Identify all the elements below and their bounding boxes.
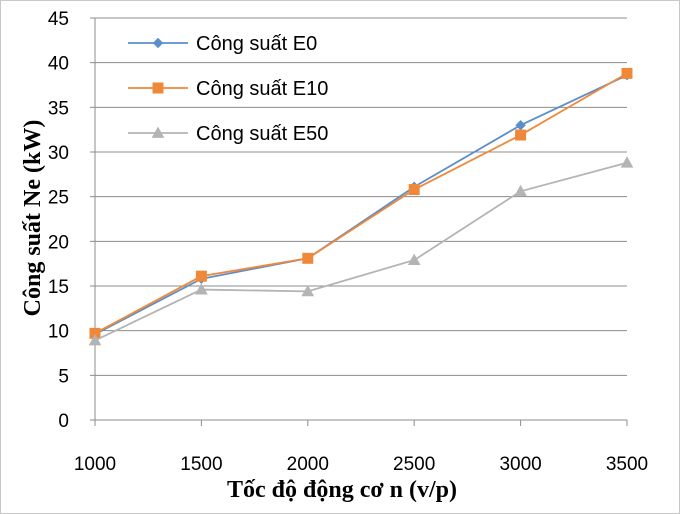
series-line (94, 161, 628, 342)
x-tick-label: 1500 (180, 454, 222, 475)
series-line (94, 72, 628, 335)
y-tick-label: 25 (48, 188, 69, 209)
x-tick-label: 1000 (74, 454, 116, 475)
data-point (514, 184, 527, 197)
legend-marker (152, 82, 164, 94)
data-point (302, 252, 314, 264)
legend-label: Công suất E0 (196, 33, 317, 55)
series-1 (89, 67, 633, 339)
y-tick-label: 35 (48, 98, 69, 119)
legend: Công suất E0 Công suất E10 Công suất E50 (128, 33, 328, 145)
data-point (301, 284, 315, 297)
data-point (407, 253, 421, 265)
series-line (94, 74, 628, 336)
x-axis-title: Tốc độ động cơ n (v/p) (227, 477, 457, 503)
series-group (88, 67, 634, 346)
y-tick-label: 45 (48, 9, 69, 30)
data-point (408, 184, 420, 196)
legend-marker (151, 126, 165, 138)
data-point (88, 333, 102, 346)
y-axis-title: Công suất Ne (kW) (20, 120, 46, 317)
data-point (620, 156, 634, 168)
x-tick-label: 3000 (499, 454, 541, 475)
x-tick-label: 2500 (393, 454, 435, 475)
x-tick-label: 3500 (606, 454, 648, 475)
data-point (515, 129, 527, 141)
y-tick-label: 5 (58, 366, 69, 387)
data-point (195, 283, 208, 295)
legend-label: Công suất E10 (196, 78, 328, 100)
data-point (195, 270, 207, 282)
y-tick-label: 10 (48, 322, 69, 343)
y-tick-label: 40 (48, 54, 69, 75)
y-tick-label: 0 (58, 411, 69, 432)
axes: 0 5 10 15 20 25 30 35 40 45 1000 1500 2000 2500 3000 35… (48, 9, 648, 475)
y-tick-label: 30 (48, 143, 69, 164)
legend-marker (152, 37, 164, 49)
data-point (621, 67, 633, 79)
y-tick-label: 15 (48, 277, 69, 298)
x-tick-label: 2000 (287, 454, 329, 475)
legend-item: Công suất E10 (128, 78, 328, 100)
y-tick-label: 20 (48, 232, 69, 253)
legend-item: Công suất E50 (128, 123, 328, 145)
series-2 (88, 156, 634, 346)
legend-item: Công suất E0 (128, 33, 317, 55)
legend-label: Công suất E50 (196, 123, 328, 145)
